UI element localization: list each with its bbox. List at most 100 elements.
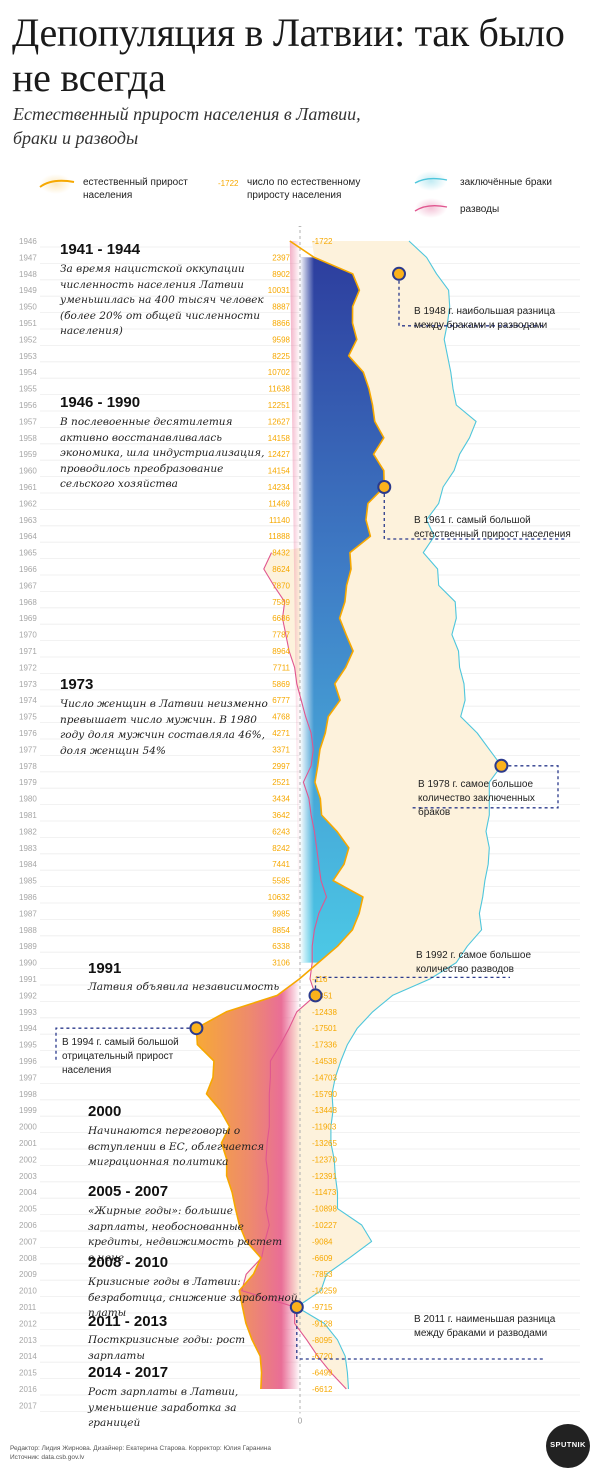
event-heading: 1941 - 1944 — [60, 241, 141, 258]
natural-increase-data-label: 8624 — [272, 565, 290, 574]
year-tick-label: 2007 — [19, 1237, 37, 1246]
natural-increase-data-label: 8866 — [272, 319, 290, 328]
axis-zero-label-bottom: 0 — [298, 1416, 303, 1425]
natural-increase-data-label: -6609 — [312, 1254, 333, 1263]
axis-zero-label-top: 0 — [298, 226, 303, 229]
callout-1948: В 1948 г. наибольшая разница между брака… — [414, 306, 556, 331]
axis-fade — [300, 257, 314, 963]
event-text: За время нацистской оккупации численност… — [60, 263, 264, 337]
logo-text: SPUTNIK — [550, 1440, 586, 1449]
event-heading: 2014 - 2017 — [88, 1364, 169, 1381]
natural-increase-data-label: 12627 — [268, 417, 291, 426]
marker-1948 — [392, 266, 406, 281]
natural-increase-data-label: 4768 — [272, 713, 290, 722]
marker-1961-leader — [383, 494, 566, 540]
year-tick-label: 2005 — [19, 1205, 37, 1214]
natural-increase-data-label: -9715 — [312, 1303, 333, 1312]
year-tick-label: 1981 — [19, 811, 37, 820]
year-tick-label: 2009 — [19, 1270, 37, 1279]
natural-increase-data-label: 7711 — [273, 663, 291, 672]
credits: Редактор: Лидия Жирнова. Дизайнер: Екате… — [10, 1444, 430, 1462]
year-tick-label: 2003 — [19, 1172, 37, 1181]
year-tick-label: 1974 — [19, 696, 37, 705]
year-tick-label: 1960 — [19, 467, 37, 476]
natural-increase-data-label: 5869 — [272, 680, 290, 689]
year-tick-label: 2016 — [19, 1385, 37, 1394]
legend-marriages-swatch — [414, 177, 448, 184]
year-tick-label: 1959 — [19, 450, 37, 459]
year-tick-label: 1978 — [19, 762, 37, 771]
year-tick-label: 1954 — [19, 368, 37, 377]
natural-increase-data-label: -3851 — [312, 991, 333, 1000]
year-tick-label: 1949 — [19, 286, 37, 295]
natural-increase-data-label: -13265 — [312, 1139, 337, 1148]
event-text: Посткризисные годы: рост зарплаты — [88, 1334, 246, 1362]
natural-increase-data-label: 6338 — [272, 942, 290, 951]
callout-1994: В 1994 г. самый большой отрицательный пр… — [62, 1037, 179, 1076]
natural-increase-data-label: -10259 — [312, 1287, 337, 1296]
year-tick-label: 1963 — [19, 516, 37, 525]
legend-number-sample: -1722 — [218, 179, 239, 188]
natural-increase-data-label: 8964 — [272, 647, 290, 656]
year-tick-label: 1998 — [19, 1090, 37, 1099]
event-text: Начинаются переговоры о вступлении в ЕС,… — [88, 1125, 265, 1168]
year-tick-label: 2013 — [19, 1336, 37, 1345]
natural-increase-data-label: -12370 — [312, 1155, 337, 1164]
natural-increase-data-label: -17336 — [312, 1041, 337, 1050]
natural-increase-data-label: -7853 — [312, 1270, 333, 1279]
callout-1978: В 1978 г. самое большое количество заклю… — [418, 779, 535, 818]
natural-increase-data-label: 3642 — [272, 811, 290, 820]
natural-increase-data-label: 9985 — [272, 909, 290, 918]
year-tick-label: 1958 — [19, 434, 37, 443]
year-tick-label: 1976 — [19, 729, 37, 738]
callout-2011: В 2011 г. наименьшая разница между брака… — [414, 1314, 556, 1339]
year-tick-label: 1957 — [19, 417, 37, 426]
year-tick-label: 2002 — [19, 1155, 37, 1164]
natural-increase-data-label: 8887 — [272, 303, 290, 312]
year-tick-label: 1990 — [19, 959, 37, 968]
year-tick-label: 1983 — [19, 844, 37, 853]
event-heading: 1973 — [60, 676, 94, 693]
natural-increase-negative-area — [196, 241, 300, 1389]
natural-increase-data-label: 10702 — [268, 368, 291, 377]
year-tick-label: 1956 — [19, 401, 37, 410]
year-tick-label: 1984 — [19, 860, 37, 869]
legend-natural-swatch — [39, 179, 75, 188]
natural-increase-data-label: -1722 — [312, 237, 333, 246]
natural-increase-data-label: -6720 — [312, 1352, 333, 1361]
year-tick-label: 1950 — [19, 303, 37, 312]
year-tick-label: 2006 — [19, 1221, 37, 1230]
natural-increase-data-label: 7589 — [272, 598, 290, 607]
year-tick-label: 1972 — [19, 663, 37, 672]
event-heading: 2000 — [88, 1103, 122, 1120]
year-tick-label: 1979 — [19, 778, 37, 787]
year-tick-label: 2015 — [19, 1369, 37, 1378]
event-text: Число женщин в Латвии неизменно превышае… — [60, 698, 268, 757]
marker-1992-leader — [314, 976, 510, 989]
year-tick-label: 2010 — [19, 1287, 37, 1296]
natural-increase-data-label: -9128 — [312, 1319, 333, 1328]
year-tick-label: 1994 — [19, 1024, 37, 1033]
natural-increase-data-label: -15790 — [312, 1090, 337, 1099]
natural-increase-data-label: 5585 — [272, 877, 290, 886]
natural-increase-data-label: -13448 — [312, 1106, 337, 1115]
natural-increase-data-label: 6777 — [272, 696, 290, 705]
year-tick-label: 2012 — [19, 1319, 37, 1328]
natural-increase-data-label: 11638 — [268, 385, 290, 394]
year-tick-label: 1999 — [19, 1106, 37, 1115]
year-tick-label: 1986 — [19, 893, 37, 902]
year-tick-label: 1951 — [19, 319, 37, 328]
marker-1948-leader — [398, 280, 543, 327]
callout-1961: В 1961 г. самый большой естественный при… — [414, 515, 571, 540]
year-tick-label: 1962 — [19, 499, 37, 508]
natural-increase-data-label: 8902 — [272, 270, 290, 279]
natural-increase-data-label: -9084 — [312, 1237, 333, 1246]
year-tick-label: 1993 — [19, 1008, 37, 1017]
event-heading: 2008 - 2010 — [88, 1254, 169, 1271]
year-tick-label: 1968 — [19, 598, 37, 607]
natural-increase-data-label: 2521 — [272, 778, 290, 787]
credits-staff: Редактор: Лидия Жирнова. Дизайнер: Екате… — [10, 1445, 271, 1452]
natural-increase-data-label: 7787 — [272, 631, 290, 640]
year-tick-label: 2008 — [19, 1254, 37, 1263]
year-tick-label: 1989 — [19, 942, 37, 951]
